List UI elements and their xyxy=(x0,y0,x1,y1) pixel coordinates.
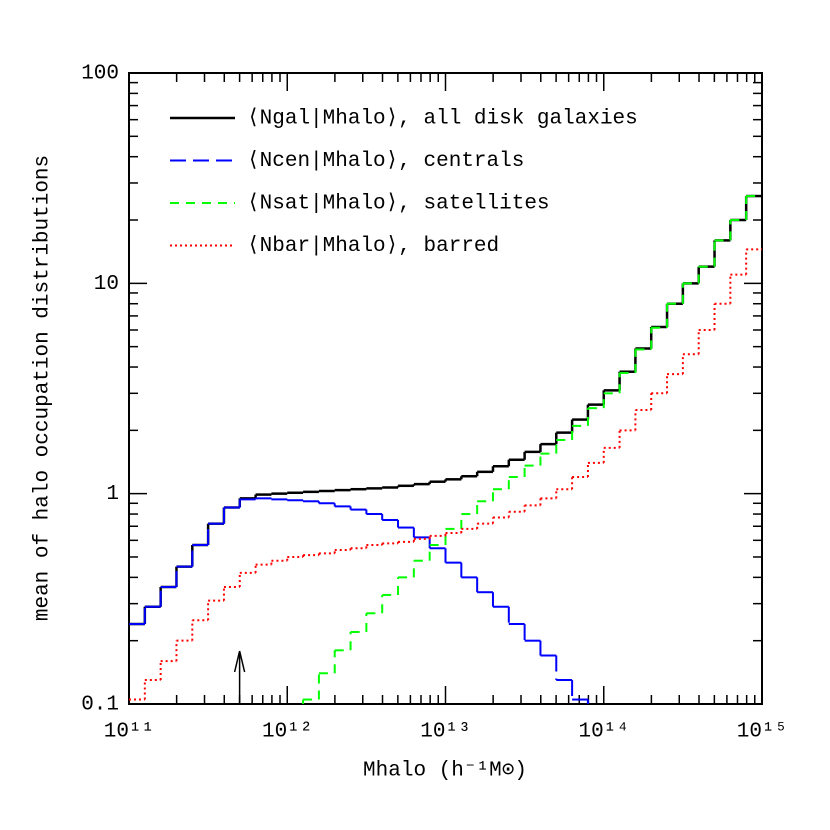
y-tick-label: 0.1 xyxy=(81,694,119,717)
y-tick-label: 10 xyxy=(94,273,119,296)
marker-arrowhead xyxy=(233,650,246,673)
x-tick-label: 10¹⁵ xyxy=(737,721,787,744)
y-tick-label: 1 xyxy=(106,483,119,506)
legend-label: ⟨Ncen|Mhalo⟩, centrals xyxy=(247,150,524,173)
x-axis-label: Mhalo (h⁻¹M⊙) xyxy=(363,760,527,783)
x-tick-label: 10¹³ xyxy=(420,721,470,744)
y-axis-label: mean of halo occupation distributions xyxy=(32,155,55,621)
legend-label: ⟨Nsat|Mhalo⟩, satellites xyxy=(247,193,550,216)
x-tick-label: 10¹² xyxy=(262,721,312,744)
y-tick-label: 100 xyxy=(81,63,119,86)
x-tick-label: 10¹¹ xyxy=(104,721,154,744)
x-tick-label: 10¹⁴ xyxy=(579,721,629,744)
legend-label: ⟨Ngal|Mhalo⟩, all disk galaxies xyxy=(247,108,638,131)
legend-label: ⟨Nbar|Mhalo⟩, barred xyxy=(247,235,499,258)
